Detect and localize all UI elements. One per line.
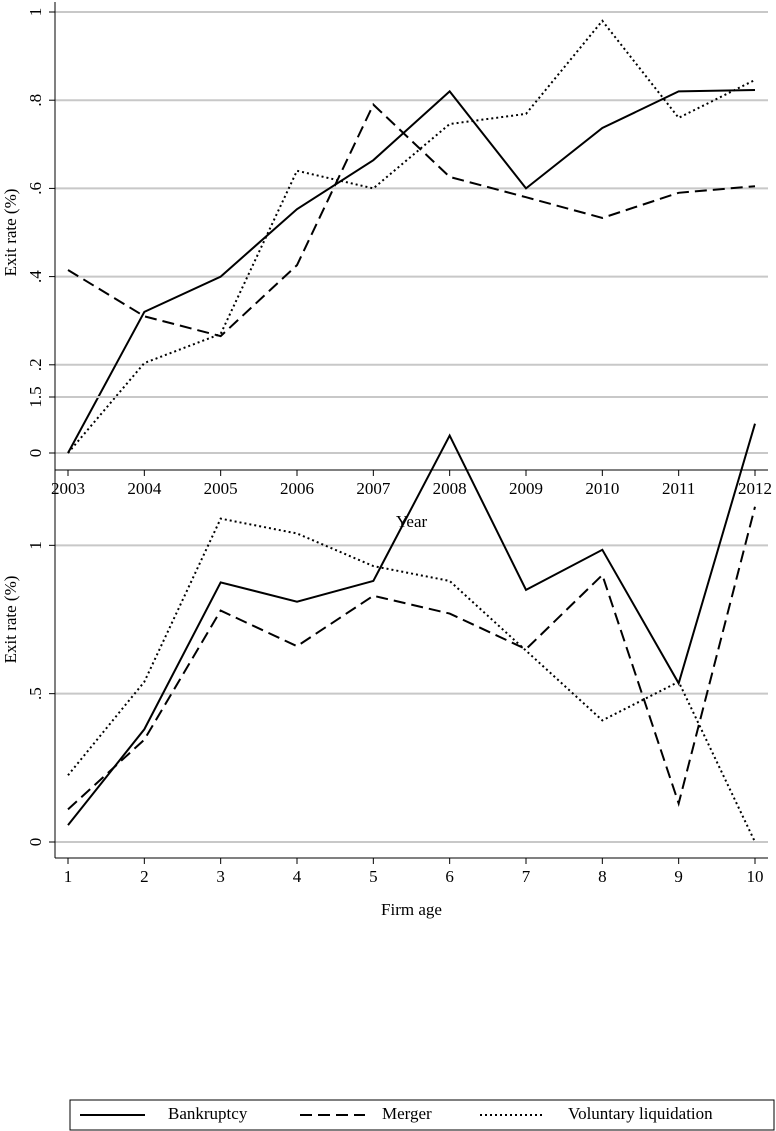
x-tick-label: 2009 (509, 479, 543, 498)
series-line (67, 506, 756, 811)
x-tick-label: 2006 (280, 479, 314, 498)
y-tick-label: 0 (26, 449, 45, 458)
x-tick-label: 9 (674, 867, 683, 886)
y-tick-label: .6 (26, 182, 45, 195)
y-tick-label: 1.5 (26, 386, 45, 407)
x-tick-label: 2004 (127, 479, 162, 498)
x-axis-label: Year (396, 512, 428, 531)
x-tick-label: 2005 (204, 479, 238, 498)
x-tick-label: 2007 (356, 479, 391, 498)
x-tick-label: 2010 (585, 479, 619, 498)
x-tick-label: 3 (216, 867, 225, 886)
y-axis-label: Exit rate (%) (1, 576, 20, 664)
y-tick-label: .5 (26, 687, 45, 700)
legend-box (69, 1099, 775, 1131)
series-line (67, 89, 756, 454)
x-tick-label: 10 (747, 867, 764, 886)
x-tick-label: 8 (598, 867, 607, 886)
x-tick-label: 5 (369, 867, 378, 886)
series-line (67, 19, 756, 454)
y-tick-label: 1 (26, 541, 45, 550)
x-tick-label: 6 (445, 867, 454, 886)
x-tick-label: 2003 (51, 479, 85, 498)
y-tick-label: 0 (26, 838, 45, 847)
y-tick-label: .4 (26, 270, 45, 283)
series-line (67, 423, 756, 826)
x-tick-label: 2012 (738, 479, 772, 498)
series-line (67, 517, 756, 843)
x-tick-label: 2008 (433, 479, 467, 498)
x-tick-label: 1 (64, 867, 73, 886)
x-axis-label: Firm age (381, 900, 442, 919)
x-tick-label: 2011 (662, 479, 695, 498)
x-tick-label: 7 (522, 867, 531, 886)
y-tick-label: .2 (26, 358, 45, 371)
legend-label: Voluntary liquidation (568, 1104, 713, 1123)
x-tick-label: 4 (293, 867, 302, 886)
y-tick-label: .8 (26, 94, 45, 107)
legend-label: Bankruptcy (168, 1104, 248, 1123)
y-axis-label: Exit rate (%) (1, 189, 20, 277)
x-tick-label: 2 (140, 867, 149, 886)
y-tick-label: 1 (26, 8, 45, 17)
series-line (67, 102, 756, 338)
legend-label: Merger (382, 1104, 432, 1123)
